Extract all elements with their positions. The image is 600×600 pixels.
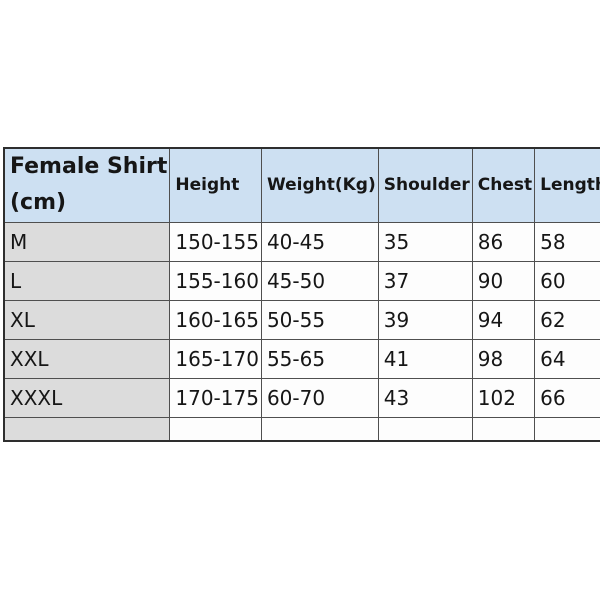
weight-cell: 40-45 xyxy=(260,221,379,262)
weight-cell: 60-70 xyxy=(260,377,379,418)
size-label: XL xyxy=(3,299,171,340)
size-label: XXXL xyxy=(3,377,171,418)
empty-cell xyxy=(260,416,379,442)
shoulder-cell: 37 xyxy=(377,260,473,301)
table-title-cell: Female Shirt (cm) xyxy=(3,147,171,223)
empty-cell xyxy=(169,416,262,442)
length-cell: 62 xyxy=(534,299,600,340)
column-header-chest: Chest xyxy=(471,147,536,223)
column-header-shoulder: Shoulder xyxy=(377,147,473,223)
weight-cell: 50-55 xyxy=(260,299,379,340)
chest-cell: 94 xyxy=(471,299,536,340)
column-header-weight: Weight(Kg) xyxy=(260,147,379,223)
size-chart-table: Female Shirt (cm) Height Weight(Kg) Shou… xyxy=(3,147,600,442)
chest-cell: 98 xyxy=(471,338,536,379)
size-label: L xyxy=(3,260,171,301)
table-title-line1: Female Shirt xyxy=(10,154,168,180)
height-cell: 160-165 xyxy=(169,299,262,340)
header-row: Female Shirt (cm) Height Weight(Kg) Shou… xyxy=(3,147,600,223)
height-cell: 150-155 xyxy=(169,221,262,262)
column-header-length: Length xyxy=(534,147,600,223)
chest-cell: 102 xyxy=(471,377,536,418)
length-cell: 66 xyxy=(534,377,600,418)
size-label: XXL xyxy=(3,338,171,379)
table-title-line2: (cm) xyxy=(10,190,67,216)
shoulder-cell: 39 xyxy=(377,299,473,340)
length-cell: 64 xyxy=(534,338,600,379)
weight-cell: 55-65 xyxy=(260,338,379,379)
empty-cell xyxy=(534,416,600,442)
length-cell: 60 xyxy=(534,260,600,301)
size-label: M xyxy=(3,221,171,262)
chest-cell: 86 xyxy=(471,221,536,262)
column-header-height: Height xyxy=(169,147,262,223)
table-row-m: M 150-155 40-45 35 86 58 xyxy=(3,221,600,262)
height-cell: 165-170 xyxy=(169,338,262,379)
table-row-xxxl: XXXL 170-175 60-70 43 102 66 xyxy=(3,377,600,418)
table-row-xxl: XXL 165-170 55-65 41 98 64 xyxy=(3,338,600,379)
shoulder-cell: 35 xyxy=(377,221,473,262)
height-cell: 170-175 xyxy=(169,377,262,418)
empty-cell xyxy=(377,416,473,442)
shoulder-cell: 41 xyxy=(377,338,473,379)
table-row-l: L 155-160 45-50 37 90 60 xyxy=(3,260,600,301)
height-cell: 155-160 xyxy=(169,260,262,301)
table-row-xl: XL 160-165 50-55 39 94 62 xyxy=(3,299,600,340)
shoulder-cell: 43 xyxy=(377,377,473,418)
size-label-empty xyxy=(3,416,171,442)
table-row-empty xyxy=(3,416,600,442)
weight-cell: 45-50 xyxy=(260,260,379,301)
length-cell: 58 xyxy=(534,221,600,262)
chest-cell: 90 xyxy=(471,260,536,301)
empty-cell xyxy=(471,416,536,442)
